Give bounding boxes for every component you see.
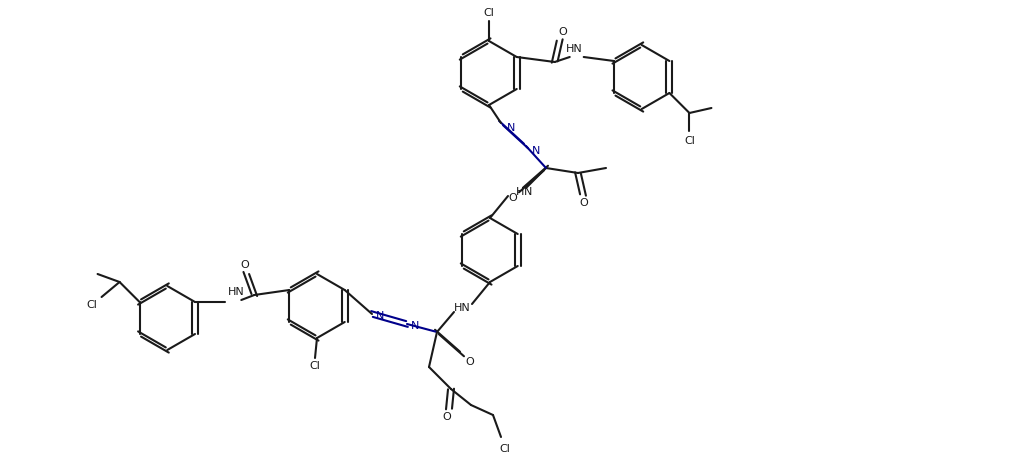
Text: HN: HN bbox=[228, 287, 245, 297]
Text: Cl: Cl bbox=[309, 361, 321, 371]
Text: O: O bbox=[240, 260, 249, 270]
Text: N: N bbox=[410, 321, 420, 331]
Text: H: H bbox=[516, 187, 524, 197]
Text: N: N bbox=[506, 123, 516, 133]
Text: Cl: Cl bbox=[684, 136, 695, 146]
Text: Cl: Cl bbox=[499, 444, 510, 454]
Text: HN: HN bbox=[567, 44, 583, 54]
Text: N: N bbox=[524, 187, 532, 197]
Text: O: O bbox=[466, 357, 475, 367]
Text: HN: HN bbox=[453, 303, 471, 313]
Text: O: O bbox=[558, 27, 567, 37]
Text: O: O bbox=[580, 198, 588, 208]
Text: Cl: Cl bbox=[484, 8, 494, 18]
Text: N: N bbox=[532, 146, 540, 156]
Text: N: N bbox=[376, 311, 384, 321]
Text: O: O bbox=[508, 193, 518, 203]
Text: O: O bbox=[443, 412, 451, 422]
Text: Cl: Cl bbox=[86, 300, 97, 310]
